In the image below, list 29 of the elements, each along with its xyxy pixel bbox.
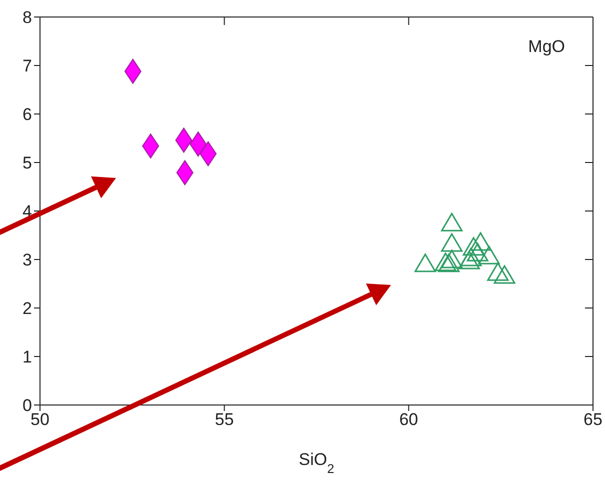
x-tick-label: 55 [214, 410, 234, 430]
y-tick-label: 3 [22, 250, 32, 270]
point [466, 242, 488, 262]
point [441, 250, 463, 268]
x-tick-label: 50 [30, 410, 50, 430]
y-axis-title: MgO [528, 37, 565, 56]
point [478, 246, 500, 264]
point [487, 262, 509, 281]
point [470, 232, 492, 251]
point [458, 250, 480, 270]
point [438, 254, 460, 272]
point [441, 212, 463, 232]
y-tick-label: 4 [22, 202, 32, 222]
x-tick-label: 60 [399, 410, 418, 430]
y-tick-label: 1 [22, 348, 32, 367]
point [441, 233, 463, 252]
y-tick-label: 8 [22, 8, 32, 28]
point [460, 248, 482, 266]
y-tick-label: 6 [22, 105, 32, 124]
x-tick-label: 65 [584, 410, 602, 430]
point [494, 265, 516, 284]
point [414, 254, 436, 272]
y-tick-label: 0 [22, 396, 32, 416]
y-tick-label: 7 [22, 56, 32, 76]
y-tick-label: 2 [22, 299, 32, 318]
x-axis-title: SiO$_{2}$ [298, 450, 334, 476]
point [434, 252, 456, 272]
point [462, 237, 484, 256]
y-tick-label: 5 [22, 154, 32, 173]
